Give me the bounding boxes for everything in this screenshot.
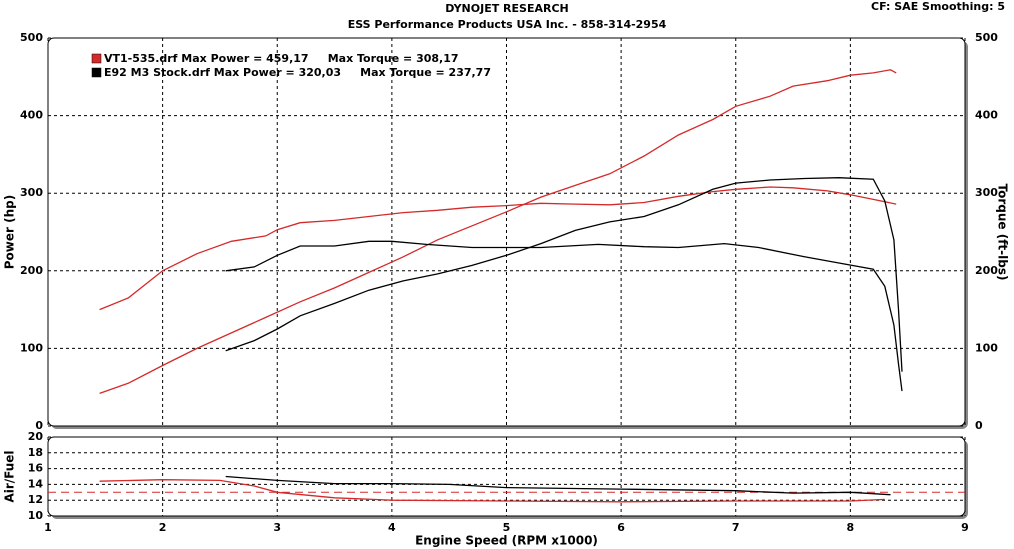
legend-label: VT1-535.drf Max Power = 459,17 Max Torqu… xyxy=(104,52,459,65)
x-tick-label: 2 xyxy=(159,521,167,534)
y2-tick-label: 500 xyxy=(975,31,998,44)
y2-tick-label: 0 xyxy=(975,419,983,432)
x-tick-label: 3 xyxy=(273,521,281,534)
y2-tick-label: 200 xyxy=(975,264,998,277)
data-line xyxy=(99,479,885,503)
x-tick-label: 8 xyxy=(847,521,855,534)
y-tick-label: 20 xyxy=(28,430,44,443)
data-line xyxy=(99,186,897,311)
settings: CF: SAE Smoothing: 5 xyxy=(871,0,1005,13)
y-tick-label: 18 xyxy=(28,446,43,459)
y-axis-label: Power (hp) xyxy=(3,195,17,269)
y-axis-label: Air/Fuel xyxy=(3,450,17,502)
title: DYNOJET RESEARCH xyxy=(445,2,568,15)
y2-tick-label: 300 xyxy=(975,186,998,199)
data-line xyxy=(225,177,903,372)
data-line xyxy=(225,240,903,392)
y-tick-label: 300 xyxy=(20,186,43,199)
x-tick-label: 1 xyxy=(44,521,52,534)
y-tick-label: 100 xyxy=(20,341,43,354)
x-tick-label: 9 xyxy=(961,521,969,534)
legend-label: E92 M3 Stock.drf Max Power = 320,03 Max … xyxy=(104,66,491,79)
x-tick-label: 4 xyxy=(388,521,396,534)
y-tick-label: 12 xyxy=(28,493,43,506)
data-line xyxy=(99,69,897,395)
legend-swatch xyxy=(91,53,102,64)
x-tick-label: 5 xyxy=(503,521,511,534)
y-tick-label: 200 xyxy=(20,264,43,277)
y-tick-label: 16 xyxy=(28,462,44,475)
subtitle: ESS Performance Products USA Inc. - 858-… xyxy=(348,18,667,31)
y-tick-label: 400 xyxy=(20,109,43,122)
y-tick-label: 500 xyxy=(20,31,43,44)
x-tick-label: 6 xyxy=(617,521,625,534)
y-tick-label: 14 xyxy=(28,477,44,490)
y-tick-label: 10 xyxy=(28,509,44,522)
legend-swatch xyxy=(91,67,102,78)
x-tick-label: 7 xyxy=(732,521,740,534)
y2-tick-label: 400 xyxy=(975,109,998,122)
y2-tick-label: 100 xyxy=(975,341,998,354)
data-line xyxy=(225,475,891,496)
y-tick-label: 0 xyxy=(35,419,43,432)
y2-axis-label: Torque (ft-lbs) xyxy=(996,184,1010,281)
x-axis-label: Engine Speed (RPM x1000) xyxy=(415,534,598,548)
